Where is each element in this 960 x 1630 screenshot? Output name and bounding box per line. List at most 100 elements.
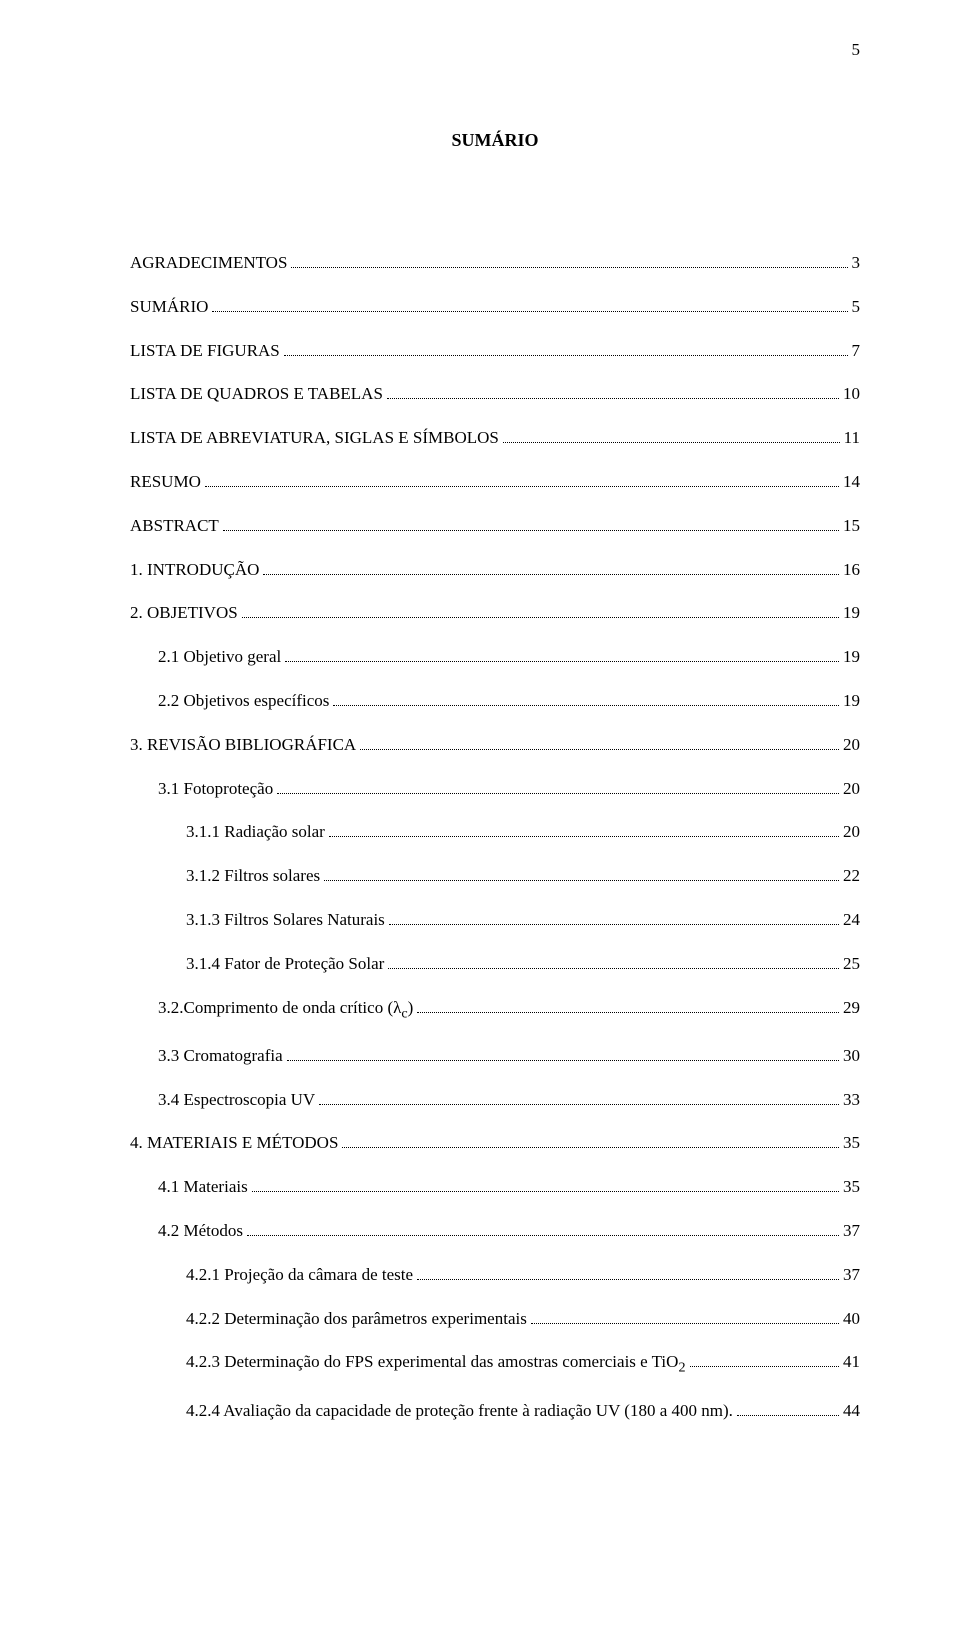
toc-label: 2.1 Objetivo geral	[158, 645, 281, 669]
toc-label: 3.3 Cromatografia	[158, 1044, 283, 1068]
toc-leader-dots	[242, 617, 839, 618]
toc-page-number: 25	[843, 952, 860, 976]
toc-leader-dots	[284, 355, 848, 356]
toc-label: 3. REVISÃO BIBLIOGRÁFICA	[130, 733, 356, 757]
toc-label: LISTA DE ABREVIATURA, SIGLAS E SÍMBOLOS	[130, 426, 499, 450]
toc-label: SUMÁRIO	[130, 295, 208, 319]
toc-label: 3.1.2 Filtros solares	[186, 864, 320, 888]
toc-label: LISTA DE FIGURAS	[130, 339, 280, 363]
toc-page-number: 20	[843, 777, 860, 801]
toc-entry: 4.2.2 Determinação dos parâmetros experi…	[130, 1307, 860, 1331]
toc-leader-dots	[285, 661, 839, 662]
toc-leader-dots	[417, 1012, 839, 1013]
toc-leader-dots	[531, 1323, 839, 1324]
toc-page-number: 35	[843, 1175, 860, 1199]
toc-label: 4. MATERIAIS E MÉTODOS	[130, 1131, 338, 1155]
toc-leader-dots	[360, 749, 839, 750]
toc-entry: 2. OBJETIVOS 19	[130, 601, 860, 625]
toc-leader-dots	[417, 1279, 839, 1280]
toc-page-number: 7	[852, 339, 861, 363]
toc-page-number: 10	[843, 382, 860, 406]
toc-leader-dots	[690, 1366, 839, 1367]
toc-entry: SUMÁRIO 5	[130, 295, 860, 319]
toc-page-number: 24	[843, 908, 860, 932]
toc-page-number: 15	[843, 514, 860, 538]
toc-entry: LISTA DE QUADROS E TABELAS 10	[130, 382, 860, 406]
toc-entry: 3.2.Comprimento de onda crítico (λc)29	[130, 996, 860, 1024]
toc-page-number: 16	[843, 558, 860, 582]
toc-label: 3.1 Fotoproteção	[158, 777, 273, 801]
toc-entry: AGRADECIMENTOS 3	[130, 251, 860, 275]
toc-entry: 3.1.3 Filtros Solares Naturais 24	[130, 908, 860, 932]
toc-page-number: 44	[843, 1399, 860, 1423]
toc-label: LISTA DE QUADROS E TABELAS	[130, 382, 383, 406]
toc-entry: 3. REVISÃO BIBLIOGRÁFICA20	[130, 733, 860, 757]
toc-entry: 2.2 Objetivos específicos 19	[130, 689, 860, 713]
toc-leader-dots	[387, 398, 839, 399]
toc-title: SUMÁRIO	[130, 130, 860, 151]
toc-label: AGRADECIMENTOS	[130, 251, 287, 275]
toc-label: 3.1.1 Radiação solar	[186, 820, 325, 844]
toc-page-number: 3	[852, 251, 861, 275]
toc-entry: 3.4 Espectroscopia UV 33	[130, 1088, 860, 1112]
toc-page-number: 5	[852, 295, 861, 319]
toc-page-number: 14	[843, 470, 860, 494]
toc-leader-dots	[205, 486, 839, 487]
toc-leader-dots	[324, 880, 839, 881]
toc-page-number: 41	[843, 1350, 860, 1374]
toc-entry: 4.2 Métodos 37	[130, 1219, 860, 1243]
toc-label: 4.2.3 Determinação do FPS experimental d…	[186, 1350, 686, 1378]
toc-leader-dots	[329, 836, 839, 837]
toc-label: 3.1.4 Fator de Proteção Solar	[186, 952, 384, 976]
toc-page-number: 19	[843, 689, 860, 713]
toc-entry: LISTA DE ABREVIATURA, SIGLAS E SÍMBOLOS 1…	[130, 426, 860, 450]
toc-leader-dots	[342, 1147, 839, 1148]
toc-entry: 3.1 Fotoproteção 20	[130, 777, 860, 801]
toc-entry: ABSTRACT 15	[130, 514, 860, 538]
toc-label: 1. INTRODUÇÃO	[130, 558, 259, 582]
toc-entry: 4.2.3 Determinação do FPS experimental d…	[130, 1350, 860, 1378]
toc-page-number: 20	[843, 820, 860, 844]
toc-entry: 3.1.1 Radiação solar 20	[130, 820, 860, 844]
toc-entry: 4.2.4 Avaliação da capacidade de proteçã…	[130, 1399, 860, 1423]
toc-label: ABSTRACT	[130, 514, 219, 538]
toc-page-number: 30	[843, 1044, 860, 1068]
toc-leader-dots	[319, 1104, 839, 1105]
toc-leader-dots	[737, 1415, 839, 1416]
page-number: 5	[852, 40, 861, 60]
toc-page-number: 11	[844, 426, 860, 450]
toc-leader-dots	[263, 574, 839, 575]
toc-entry: RESUMO 14	[130, 470, 860, 494]
toc-entry: 3.1.4 Fator de Proteção Solar 25	[130, 952, 860, 976]
toc-entry: 3.3 Cromatografia 30	[130, 1044, 860, 1068]
toc-label: 3.4 Espectroscopia UV	[158, 1088, 315, 1112]
toc-page-number: 40	[843, 1307, 860, 1331]
toc-label: RESUMO	[130, 470, 201, 494]
toc-label: 3.1.3 Filtros Solares Naturais	[186, 908, 385, 932]
toc-leader-dots	[287, 1060, 839, 1061]
toc-entry: LISTA DE FIGURAS 7	[130, 339, 860, 363]
toc-container: AGRADECIMENTOS 3 SUMÁRIO 5 LISTA DE FIGURAS 7…	[130, 251, 860, 1422]
toc-label: 2. OBJETIVOS	[130, 601, 238, 625]
toc-leader-dots	[252, 1191, 839, 1192]
toc-page-number: 19	[843, 645, 860, 669]
toc-entry: 3.1.2 Filtros solares 22	[130, 864, 860, 888]
toc-label: 2.2 Objetivos específicos	[158, 689, 329, 713]
toc-leader-dots	[291, 267, 847, 268]
toc-entry: 4. MATERIAIS E MÉTODOS35	[130, 1131, 860, 1155]
toc-leader-dots	[247, 1235, 839, 1236]
toc-page-number: 37	[843, 1219, 860, 1243]
toc-leader-dots	[388, 968, 839, 969]
toc-page-number: 37	[843, 1263, 860, 1287]
toc-label: 4.2.1 Projeção da câmara de teste	[186, 1263, 413, 1287]
toc-label: 4.2 Métodos	[158, 1219, 243, 1243]
toc-label: 4.1 Materiais	[158, 1175, 248, 1199]
toc-entry: 2.1 Objetivo geral 19	[130, 645, 860, 669]
toc-leader-dots	[503, 442, 840, 443]
toc-entry: 4.1 Materiais 35	[130, 1175, 860, 1199]
toc-page-number: 33	[843, 1088, 860, 1112]
toc-label: 3.2.Comprimento de onda crítico (λc)	[158, 996, 413, 1024]
toc-page-number: 19	[843, 601, 860, 625]
toc-page-number: 22	[843, 864, 860, 888]
toc-leader-dots	[223, 530, 839, 531]
